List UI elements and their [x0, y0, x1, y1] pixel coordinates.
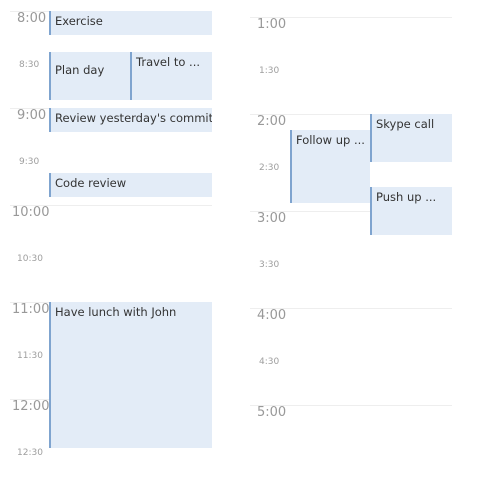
- time-label-4-30: 4:30: [259, 357, 280, 367]
- event-push-up[interactable]: Push up ...: [370, 187, 452, 235]
- time-label-5-00: 5:00: [257, 405, 287, 420]
- time-label-1-30: 1:30: [259, 66, 280, 76]
- event-title: Plan day: [55, 63, 105, 77]
- time-label-12-30: 12:30: [17, 448, 43, 458]
- event-title: Travel to ...: [136, 55, 201, 69]
- event-skype-call[interactable]: Skype call: [370, 114, 452, 162]
- event-follow-up[interactable]: Follow up ...: [290, 130, 370, 203]
- event-travel[interactable]: Travel to ...: [130, 52, 212, 100]
- event-review-commits[interactable]: Review yesterday's commits: [49, 108, 212, 132]
- event-lunch-with-john[interactable]: Have lunch with John: [49, 302, 212, 448]
- event-title: Exercise: [55, 14, 103, 28]
- hour-gridline: [250, 405, 452, 406]
- time-label-1-00: 1:00: [257, 17, 287, 32]
- event-title: Push up ...: [376, 190, 437, 204]
- time-label-8-30: 8:30: [19, 60, 40, 70]
- time-label-3-30: 3:30: [259, 260, 280, 270]
- hour-gridline: [250, 211, 452, 212]
- event-code-review[interactable]: Code review: [49, 173, 212, 197]
- event-title: Review yesterday's commits: [55, 111, 212, 125]
- hour-gridline: [250, 308, 452, 309]
- time-label-11-00: 11:00: [12, 302, 50, 317]
- hour-gridline: [250, 114, 452, 115]
- time-label-9-30: 9:30: [19, 157, 40, 167]
- time-label-11-30: 11:30: [17, 351, 43, 361]
- time-label-2-00: 2:00: [257, 114, 287, 129]
- event-title: Skype call: [376, 117, 435, 131]
- hour-gridline: [10, 205, 212, 206]
- event-plan-day[interactable]: Plan day: [49, 52, 130, 100]
- event-exercise[interactable]: Exercise: [49, 11, 212, 35]
- time-label-10-30: 10:30: [17, 254, 43, 264]
- time-label-12-00: 12:00: [12, 399, 50, 414]
- event-title: Code review: [55, 176, 127, 190]
- time-label-2-30: 2:30: [259, 163, 280, 173]
- time-label-3-00: 3:00: [257, 211, 287, 226]
- event-title: Have lunch with John: [55, 305, 177, 319]
- time-label-4-00: 4:00: [257, 308, 287, 323]
- time-label-10-00: 10:00: [12, 205, 50, 220]
- hour-gridline: [250, 17, 452, 18]
- time-label-8-00: 8:00: [17, 11, 47, 26]
- time-label-9-00: 9:00: [17, 108, 47, 123]
- event-title: Follow up ...: [296, 133, 365, 147]
